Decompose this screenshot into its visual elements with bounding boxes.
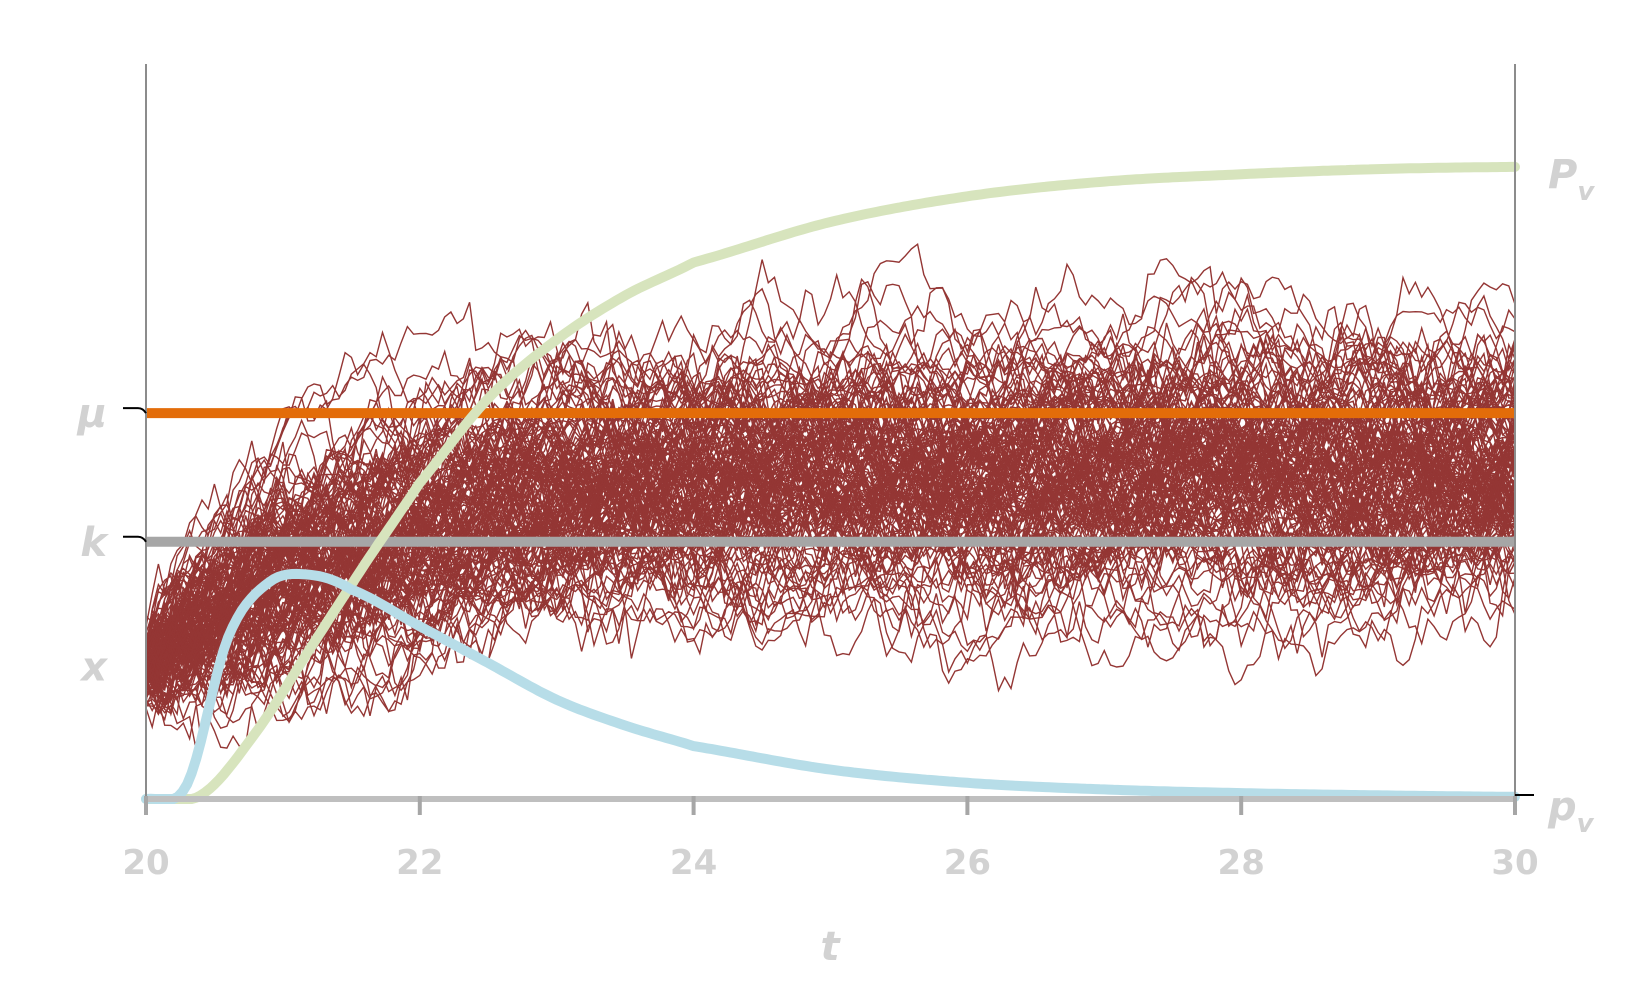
simulated-path: [145, 455, 1516, 695]
simulated-path: [145, 314, 1516, 671]
probability-curves: [141, 161, 1520, 804]
right-axis-labels: Pv pv: [1515, 152, 1595, 839]
simulated-path: [145, 428, 1516, 699]
simulated-path: [145, 435, 1516, 671]
right-label: pv: [1547, 784, 1595, 839]
simulated-path: [145, 375, 1516, 658]
simulated-path: [145, 362, 1516, 690]
x-tick-label: 26: [944, 843, 991, 883]
probability-curve: [141, 568, 1520, 804]
y-marker: [123, 407, 147, 414]
y-axis-labels: μ k x: [76, 391, 147, 691]
x-tick-label: 20: [122, 843, 169, 883]
x-axis-title: t: [820, 924, 841, 970]
simulated-path: [145, 416, 1516, 680]
simulated-path: [145, 426, 1516, 674]
simulated-path: [145, 499, 1516, 658]
x-tick-label: 30: [1491, 843, 1538, 883]
y-label: μ: [76, 391, 107, 437]
x-tick-label: 24: [670, 843, 717, 883]
simulated-path: [145, 376, 1516, 683]
x-tick-label: 28: [1218, 843, 1265, 883]
y-label: x: [79, 645, 108, 691]
simulated-path: [145, 300, 1516, 644]
y-label: k: [80, 520, 109, 566]
simulated-path: [145, 301, 1516, 671]
right-label: Pv: [1548, 152, 1595, 207]
simulated-path: [146, 411, 1516, 667]
simulated-path: [145, 352, 1516, 646]
simulated-paths: [145, 242, 1516, 749]
probability-curve: [141, 161, 1520, 804]
y-marker: [123, 535, 147, 543]
simulated-path: [145, 325, 1516, 687]
simulated-path: [145, 352, 1516, 717]
simulated-path: [145, 328, 1516, 716]
simulated-path: [145, 343, 1516, 688]
x-axis-ticks: 20 22 24 26 28 30: [122, 796, 1539, 883]
x-tick-label: 22: [396, 843, 443, 883]
